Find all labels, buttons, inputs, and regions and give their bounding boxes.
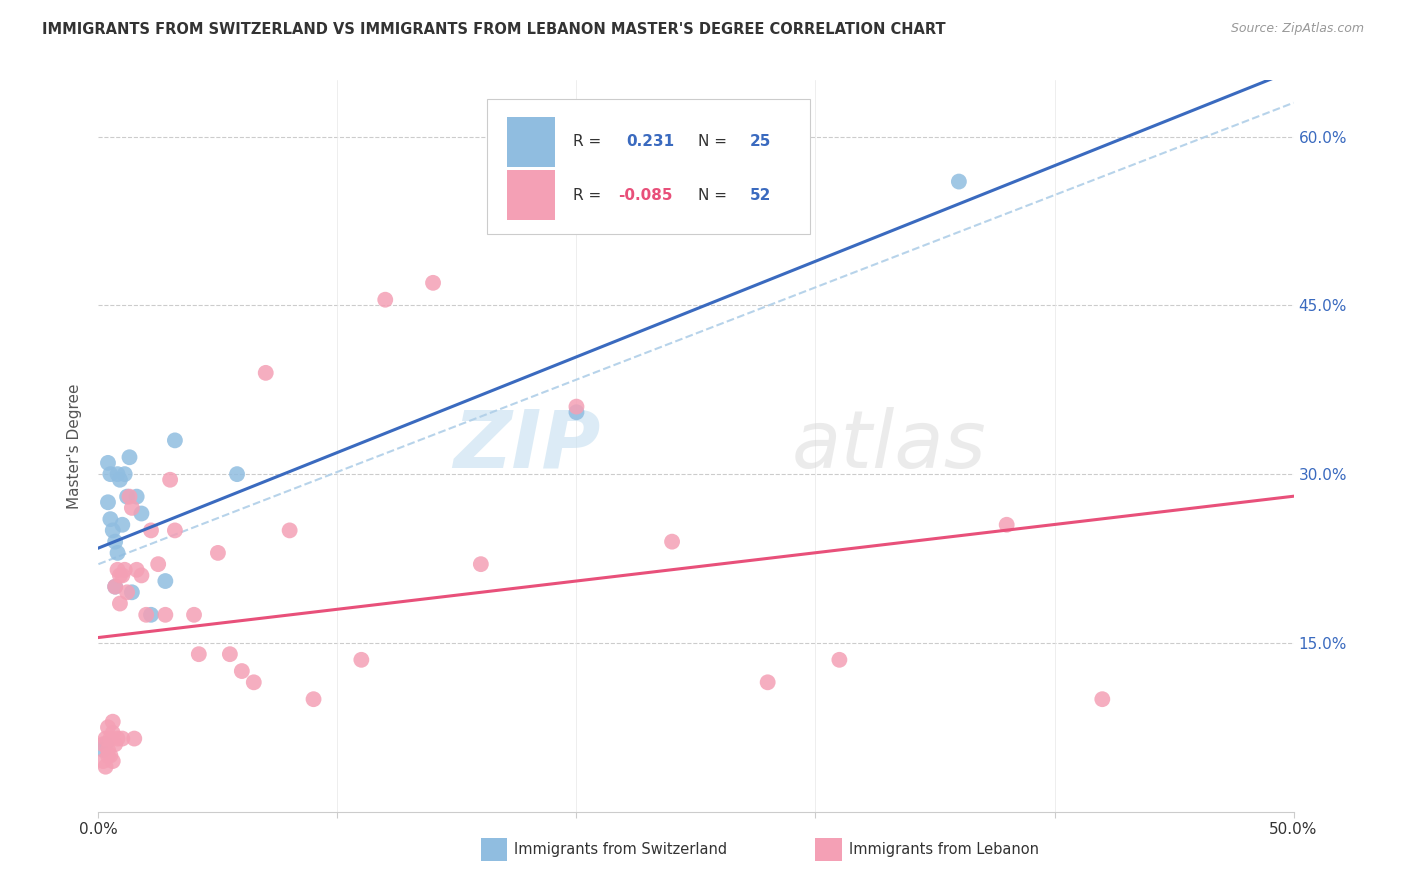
Point xyxy=(98,748,122,763)
Point xyxy=(108,568,131,582)
Point xyxy=(114,467,136,482)
Text: Source: ZipAtlas.com: Source: ZipAtlas.com xyxy=(1230,22,1364,36)
Text: 0.231: 0.231 xyxy=(627,134,675,149)
Point xyxy=(948,175,970,189)
Point xyxy=(139,524,162,538)
Point xyxy=(422,276,444,290)
Point xyxy=(115,585,138,599)
Point xyxy=(98,731,122,746)
Text: ZIP: ZIP xyxy=(453,407,600,485)
Point xyxy=(104,580,127,594)
Point xyxy=(278,524,301,538)
Point xyxy=(159,473,181,487)
Point xyxy=(94,760,117,774)
Text: R =: R = xyxy=(572,187,606,202)
Point xyxy=(91,743,114,757)
Point xyxy=(111,568,134,582)
Point xyxy=(115,490,138,504)
Text: N =: N = xyxy=(699,187,733,202)
Point xyxy=(118,490,141,504)
Point xyxy=(94,737,117,751)
Text: 52: 52 xyxy=(749,187,770,202)
Point xyxy=(163,524,186,538)
Bar xyxy=(508,170,555,220)
Text: Immigrants from Switzerland: Immigrants from Switzerland xyxy=(515,842,727,857)
Point xyxy=(243,675,266,690)
Point xyxy=(97,495,120,509)
Point xyxy=(756,675,779,690)
Point xyxy=(148,557,170,571)
Point xyxy=(114,563,136,577)
Point xyxy=(91,754,114,768)
Bar xyxy=(508,117,555,167)
Point xyxy=(98,512,122,526)
Point xyxy=(107,546,129,560)
Point xyxy=(125,490,148,504)
Point xyxy=(101,714,124,729)
Text: 25: 25 xyxy=(749,134,770,149)
Text: -0.085: -0.085 xyxy=(619,187,673,202)
Point xyxy=(661,534,683,549)
Point xyxy=(226,467,249,482)
Point xyxy=(111,731,134,746)
Point xyxy=(121,500,143,515)
Point xyxy=(187,647,209,661)
Point xyxy=(207,546,229,560)
Point xyxy=(94,731,117,746)
Point xyxy=(107,563,129,577)
Point xyxy=(155,574,177,588)
Point xyxy=(995,517,1018,532)
Point xyxy=(131,568,153,582)
Point xyxy=(155,607,177,622)
Y-axis label: Master's Degree: Master's Degree xyxy=(67,384,83,508)
Point xyxy=(118,450,141,465)
Point xyxy=(163,434,186,448)
Point xyxy=(104,534,127,549)
Point xyxy=(97,743,120,757)
Point xyxy=(111,517,134,532)
Point xyxy=(139,607,162,622)
Point xyxy=(97,748,120,763)
Text: IMMIGRANTS FROM SWITZERLAND VS IMMIGRANTS FROM LEBANON MASTER'S DEGREE CORRELATI: IMMIGRANTS FROM SWITZERLAND VS IMMIGRANT… xyxy=(42,22,946,37)
Text: atlas: atlas xyxy=(792,407,987,485)
Point xyxy=(565,405,588,419)
Point xyxy=(101,524,124,538)
Point xyxy=(470,557,492,571)
Point xyxy=(374,293,396,307)
Point xyxy=(135,607,157,622)
Point xyxy=(97,456,120,470)
Point xyxy=(98,467,122,482)
Point xyxy=(108,597,131,611)
Bar xyxy=(481,838,508,862)
Point xyxy=(254,366,277,380)
Point xyxy=(101,726,124,740)
Point xyxy=(91,737,114,751)
Bar xyxy=(815,838,842,862)
Point xyxy=(107,731,129,746)
Point xyxy=(104,580,127,594)
Point xyxy=(124,731,146,746)
Point xyxy=(121,585,143,599)
Point xyxy=(125,563,148,577)
Point xyxy=(183,607,205,622)
Point xyxy=(107,467,129,482)
Text: R =: R = xyxy=(572,134,606,149)
Point xyxy=(1091,692,1114,706)
Point xyxy=(231,664,253,678)
Point xyxy=(350,653,373,667)
Point xyxy=(97,720,120,734)
Text: Immigrants from Lebanon: Immigrants from Lebanon xyxy=(849,842,1039,857)
Point xyxy=(101,754,124,768)
Text: N =: N = xyxy=(699,134,733,149)
Point xyxy=(104,737,127,751)
Point xyxy=(828,653,851,667)
Point xyxy=(219,647,242,661)
Point xyxy=(131,507,153,521)
FancyBboxPatch shape xyxy=(486,99,810,234)
Point xyxy=(565,400,588,414)
Point xyxy=(108,473,131,487)
Point xyxy=(302,692,325,706)
